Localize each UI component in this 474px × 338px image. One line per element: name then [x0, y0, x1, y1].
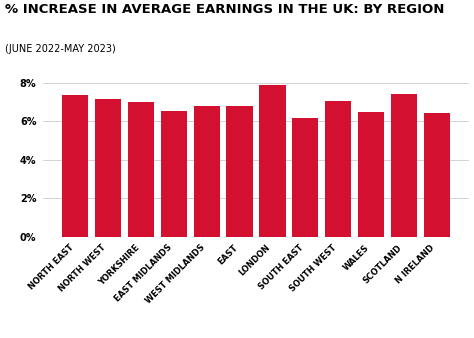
- Bar: [259, 85, 285, 237]
- Bar: [424, 113, 450, 237]
- Bar: [62, 95, 88, 237]
- Text: (JUNE 2022-MAY 2023): (JUNE 2022-MAY 2023): [5, 44, 116, 54]
- Bar: [161, 111, 187, 237]
- Bar: [193, 106, 220, 237]
- Bar: [227, 106, 253, 237]
- Bar: [358, 112, 384, 237]
- Bar: [95, 99, 121, 237]
- Bar: [128, 102, 154, 237]
- Text: % INCREASE IN AVERAGE EARNINGS IN THE UK: BY REGION: % INCREASE IN AVERAGE EARNINGS IN THE UK…: [5, 3, 444, 16]
- Bar: [391, 94, 417, 237]
- Bar: [292, 119, 319, 237]
- Bar: [325, 101, 351, 237]
